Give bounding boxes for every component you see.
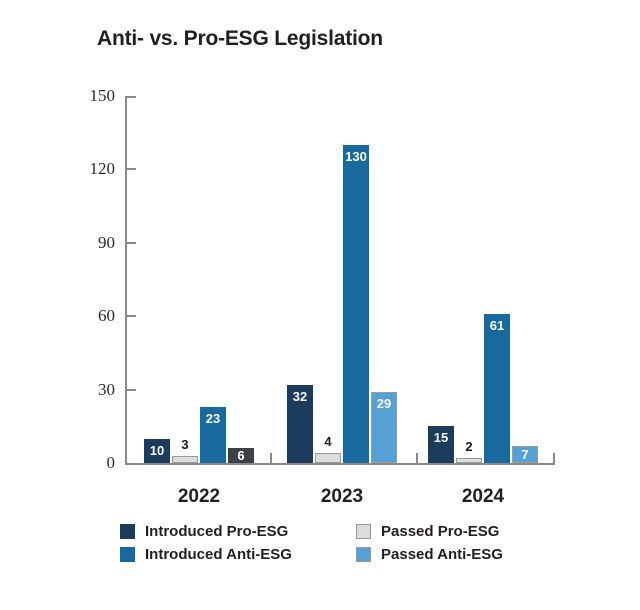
bar-value-label: 7 (521, 447, 529, 462)
y-axis-tick-label: 60 (98, 306, 115, 326)
x-axis-category-label: 2023 (320, 486, 364, 507)
bar-introduced-anti-esg-2023 (343, 145, 369, 463)
bar-passed-pro-esg-2024 (456, 458, 482, 463)
bar-value-label: 32 (292, 389, 308, 404)
bar-introduced-pro-esg-2024 (428, 426, 454, 463)
bar-value-label: 29 (376, 396, 392, 411)
x-axis-category-label: 2024 (461, 486, 505, 507)
y-axis-tick (127, 168, 136, 171)
y-axis-tick (127, 241, 136, 244)
bar-passed-anti-esg-2023 (371, 392, 397, 463)
legend-item-passed-pro-esg: Passed Pro-ESG (356, 523, 503, 540)
legend-item-passed-anti-esg: Passed Anti-ESG (356, 546, 503, 563)
bar-passed-pro-esg-2023 (315, 453, 341, 463)
chart-legend: Introduced Pro-ESG Passed Pro-ESG Introduc… (120, 523, 503, 563)
bar-value-label: 4 (324, 434, 332, 449)
bar-introduced-pro-esg-2022 (144, 439, 170, 463)
y-axis-tick (127, 315, 136, 318)
legend-swatch (120, 547, 135, 562)
bar-value-label: 2 (465, 439, 473, 454)
legend-swatch (120, 524, 135, 539)
bar-passed-pro-esg-2022 (172, 456, 198, 463)
bar-value-label: 130 (345, 149, 367, 164)
legend-swatch (356, 524, 371, 539)
y-axis-tick-label: 90 (98, 232, 115, 252)
bar-passed-anti-esg-2022 (228, 448, 254, 463)
bar-value-label: 23 (205, 411, 221, 426)
bar-introduced-anti-esg-2022 (200, 407, 226, 463)
legend-item-introduced-anti-esg: Introduced Anti-ESG (120, 546, 356, 563)
y-axis-tick (127, 96, 136, 98)
bar-value-label: 61 (489, 318, 505, 333)
y-axis-tick-label: 30 (98, 379, 115, 399)
y-axis-tick-label: 150 (89, 86, 116, 105)
bar-passed-anti-esg-2024 (512, 446, 538, 463)
bar-value-label: 10 (149, 443, 165, 458)
legend-swatch (356, 547, 371, 562)
legend-label: Passed Pro-ESG (381, 523, 500, 540)
legend-label: Introduced Pro-ESG (145, 523, 289, 540)
y-axis-tick-label: 0 (106, 453, 116, 472)
legend-label: Introduced Anti-ESG (145, 546, 292, 563)
legend-label: Passed Anti-ESG (381, 546, 503, 563)
chart-title: Anti- vs. Pro-ESG Legislation (97, 27, 383, 50)
x-axis-category-label: 2022 (177, 486, 221, 507)
x-axis-tick (553, 453, 555, 463)
x-axis-tick (416, 453, 418, 463)
bar-value-label: 15 (433, 430, 449, 445)
bar-introduced-pro-esg-2023 (287, 385, 313, 463)
bar-value-label: 6 (237, 448, 245, 463)
legend-item-introduced-pro-esg: Introduced Pro-ESG (120, 523, 356, 540)
y-axis-tick-label: 120 (89, 159, 116, 179)
y-axis-tick (127, 388, 136, 391)
plot-area: 10 3 23 6 32 4 130 29 15 2 61 7 (125, 96, 555, 465)
bar-value-label: 3 (181, 437, 189, 452)
x-axis-tick (270, 453, 272, 463)
bar-introduced-anti-esg-2024 (484, 314, 510, 463)
